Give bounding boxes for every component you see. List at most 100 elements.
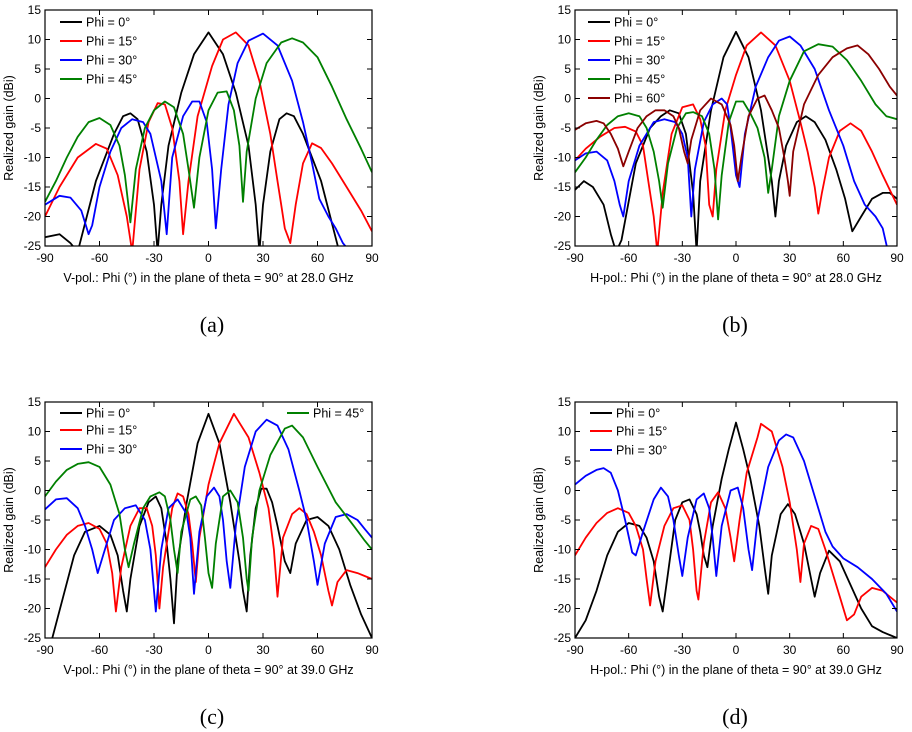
chart-panel-2: -90 -60 -30 0 30 60 90 -25 -20 -15 -10 -5 0 5 10 15 H-po…	[532, 3, 904, 337]
y-tick-label: 0	[564, 484, 571, 498]
y-tick-label: 0	[34, 92, 41, 106]
y-tick-label: 15	[28, 395, 42, 409]
subfigure-caption: (b)	[722, 312, 748, 337]
x-tick-label: -90	[36, 643, 54, 657]
y-tick-label: 15	[28, 3, 42, 17]
y-tick-label: -25	[554, 631, 572, 645]
y-tick-label: -10	[24, 151, 42, 165]
y-tick-label: 15	[558, 3, 572, 17]
legend-label: Phi = 30°	[616, 444, 667, 458]
series-line-3	[575, 433, 897, 612]
x-tick-label: -90	[36, 251, 54, 265]
legend-label: Phi = 15°	[614, 35, 665, 49]
x-tick-label: 60	[311, 251, 325, 265]
series-line-3	[45, 418, 372, 613]
chart-panel-3: -90 -60 -30 0 30 60 90 -25 -20 -15 -10 -5 0 5 10 15 V-po…	[2, 395, 379, 729]
y-tick-label: -20	[24, 210, 42, 224]
y-tick-label: -15	[554, 572, 572, 586]
legend-label: Phi = 0°	[86, 407, 130, 421]
legend-label: Phi = 45°	[86, 73, 137, 87]
x-tick-label: -60	[91, 643, 109, 657]
x-tick-label: 30	[256, 251, 270, 265]
y-tick-label: -25	[554, 239, 572, 253]
y-axis-label: Realized gain (dBi)	[2, 75, 16, 181]
legend-label: Phi = 15°	[86, 424, 137, 438]
series-line-4	[575, 43, 897, 221]
x-tick-label: -60	[620, 643, 638, 657]
y-tick-label: 10	[28, 425, 42, 439]
subfigure-caption: (d)	[722, 704, 748, 729]
x-tick-label: 60	[837, 251, 851, 265]
legend-label: Phi = 15°	[616, 425, 667, 439]
series-line-3	[575, 35, 888, 246]
legend-label: Phi = 30°	[86, 54, 137, 68]
x-tick-label: 0	[205, 643, 212, 657]
x-tick-label: 90	[365, 251, 379, 265]
series-line-4	[45, 37, 372, 224]
subfigure-caption: (a)	[200, 312, 224, 337]
x-tick-label: 60	[311, 643, 325, 657]
x-axis-label: V-pol.: Phi (°) in the plane of theta = …	[63, 271, 353, 285]
y-axis-label: Realized gain (dBi)	[532, 467, 546, 573]
x-tick-label: -60	[91, 251, 109, 265]
legend-label: Phi = 0°	[616, 407, 660, 421]
series-line-1	[50, 412, 372, 638]
y-tick-label: 5	[564, 454, 571, 468]
y-tick-label: -5	[30, 121, 41, 135]
y-tick-label: -10	[554, 543, 572, 557]
x-tick-label: 30	[783, 251, 797, 265]
y-tick-label: -5	[30, 513, 41, 527]
series-line-4	[45, 424, 372, 592]
series-line-5	[575, 44, 897, 197]
legend-label: Phi = 30°	[614, 54, 665, 68]
series-line-2	[45, 31, 372, 246]
chart-panel-1: -90 -60 -30 0 30 60 90 -25 -20 -15 -10 -5 0 5 10 15 V-po…	[2, 3, 379, 337]
x-tick-label: -90	[566, 251, 584, 265]
x-tick-label: 0	[733, 643, 740, 657]
x-axis-label: V-pol.: Phi (°) in the plane of theta = …	[63, 663, 353, 677]
y-tick-label: -10	[24, 543, 42, 557]
y-axis-label: Realized gain (dBi)	[2, 467, 16, 573]
y-tick-label: -20	[554, 210, 572, 224]
x-tick-label: 90	[365, 643, 379, 657]
x-tick-label: -30	[674, 643, 692, 657]
legend-label: Phi = 45°	[614, 73, 665, 87]
y-tick-label: -5	[560, 513, 571, 527]
subfigure-caption: (c)	[200, 704, 224, 729]
series-line-1	[575, 30, 897, 246]
y-tick-label: 15	[558, 395, 572, 409]
x-axis-label: H-pol.: Phi (°) in the plane of theta = …	[590, 271, 882, 285]
y-tick-label: 10	[558, 425, 572, 439]
x-tick-label: 0	[205, 251, 212, 265]
y-tick-label: 10	[558, 33, 572, 47]
x-tick-label: 90	[890, 643, 904, 657]
legend-label: Phi = 0°	[86, 16, 130, 30]
y-tick-label: -5	[560, 121, 571, 135]
legend-label: Phi = 45°	[313, 407, 364, 421]
x-tick-label: 90	[890, 251, 904, 265]
chart-panel-4: -90 -60 -30 0 30 60 90 -25 -20 -15 -10 -5 0 5 10 15 H-po…	[532, 395, 904, 729]
y-tick-label: 0	[564, 92, 571, 106]
x-tick-label: -30	[674, 251, 692, 265]
x-tick-label: -30	[145, 643, 163, 657]
x-tick-label: 60	[837, 643, 851, 657]
x-axis-label: H-pol.: Phi (°) in the plane of theta = …	[590, 663, 882, 677]
legend-label: Phi = 60°	[614, 92, 665, 106]
y-tick-label: -15	[24, 572, 42, 586]
series-line-2	[575, 31, 897, 246]
y-tick-label: 0	[34, 484, 41, 498]
legend-label: Phi = 0°	[614, 16, 658, 30]
y-tick-label: 5	[34, 62, 41, 76]
x-tick-label: 30	[783, 643, 797, 657]
x-tick-label: -90	[566, 643, 584, 657]
y-tick-label: 5	[34, 454, 41, 468]
y-tick-label: -15	[554, 180, 572, 194]
y-tick-label: -15	[24, 180, 42, 194]
y-tick-label: 10	[28, 33, 42, 47]
x-tick-label: 0	[733, 251, 740, 265]
y-tick-label: -10	[554, 151, 572, 165]
y-tick-label: -25	[24, 239, 42, 253]
series-line-2	[575, 422, 897, 622]
y-tick-label: -20	[554, 602, 572, 616]
